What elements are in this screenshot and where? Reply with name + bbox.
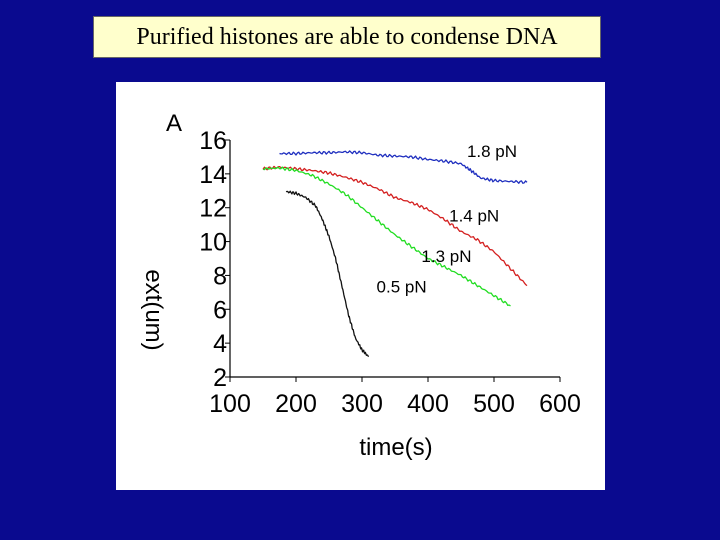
line-chart: A 2 4 6 8 10 12 14 16 100 200 300 400 500 600 1.8 pN…	[140, 110, 581, 461]
series-line	[262, 166, 511, 307]
x-tick-label: 200	[275, 390, 317, 418]
series-label: 0.5 pN	[377, 277, 427, 296]
series-line	[285, 190, 370, 358]
x-tick-label: 400	[407, 390, 449, 418]
series-label: 1.3 pN	[421, 247, 471, 266]
x-tick-label: 300	[341, 390, 383, 418]
y-tick-label: 12	[199, 195, 227, 223]
y-tick-label: 4	[213, 330, 227, 358]
y-tick-label: 8	[213, 262, 227, 290]
y-axis-title: ext(um)	[140, 269, 167, 350]
series-lines	[262, 150, 528, 358]
slide-title: Purified histones are able to condense D…	[93, 16, 601, 58]
series-line	[279, 150, 528, 184]
y-ticks: 2 4 6 8 10 12 14 16	[199, 127, 230, 392]
y-tick-label: 14	[199, 161, 227, 189]
x-tick-label: 100	[209, 390, 251, 418]
axes	[229, 140, 560, 378]
series-line	[262, 165, 528, 287]
series-label: 1.8 pN	[467, 142, 517, 161]
x-tick-label: 500	[473, 390, 515, 418]
x-tick-label: 600	[539, 390, 581, 418]
y-tick-label: 10	[199, 229, 227, 257]
series-label: 1.4 pN	[449, 206, 499, 225]
panel-label: A	[166, 110, 182, 137]
series-labels: 1.8 pN 1.4 pN 1.3 pN 0.5 pN	[377, 142, 518, 296]
y-tick-label: 2	[213, 364, 227, 392]
x-axis-title: time(s)	[359, 434, 432, 461]
y-axis-title-wrap: ext(um)	[140, 269, 167, 350]
y-tick-label: 16	[199, 127, 227, 155]
chart-figure: A 2 4 6 8 10 12 14 16 100 200 300 400 500 600 1.8 pN…	[116, 82, 605, 490]
y-tick-label: 6	[213, 296, 227, 324]
x-ticks: 100 200 300 400 500 600	[209, 377, 581, 418]
